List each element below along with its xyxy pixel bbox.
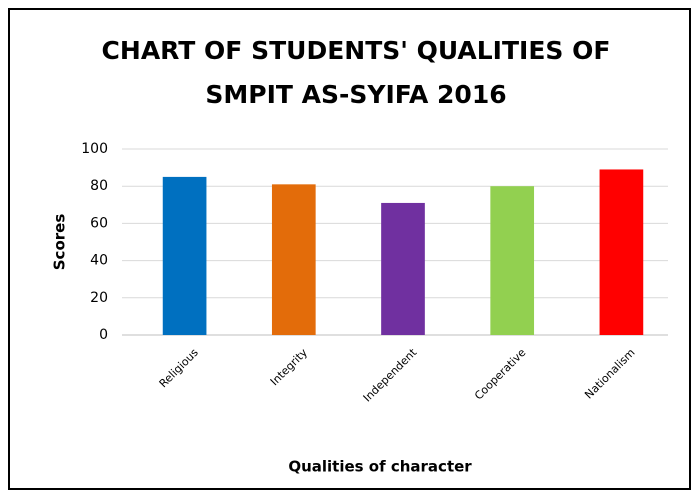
y-tick-label: 100: [81, 141, 108, 157]
chart-frame: [8, 8, 691, 490]
y-axis-title: Scores: [51, 214, 69, 271]
bar: [490, 186, 535, 335]
y-tick-label: 60: [90, 215, 108, 231]
chart-title: CHART OF STUDENTS' QUALITIES OF: [102, 36, 611, 65]
bar: [599, 169, 644, 335]
bar: [162, 176, 207, 335]
y-tick-label: 0: [99, 327, 108, 343]
y-tick-label: 40: [90, 253, 108, 269]
bar: [381, 202, 425, 335]
chart-title: SMPIT AS-SYIFA 2016: [205, 80, 506, 109]
x-axis-title: Qualities of character: [288, 458, 472, 476]
y-tick-label: 80: [90, 178, 108, 194]
y-tick-label: 20: [90, 290, 108, 306]
bar: [271, 184, 316, 335]
